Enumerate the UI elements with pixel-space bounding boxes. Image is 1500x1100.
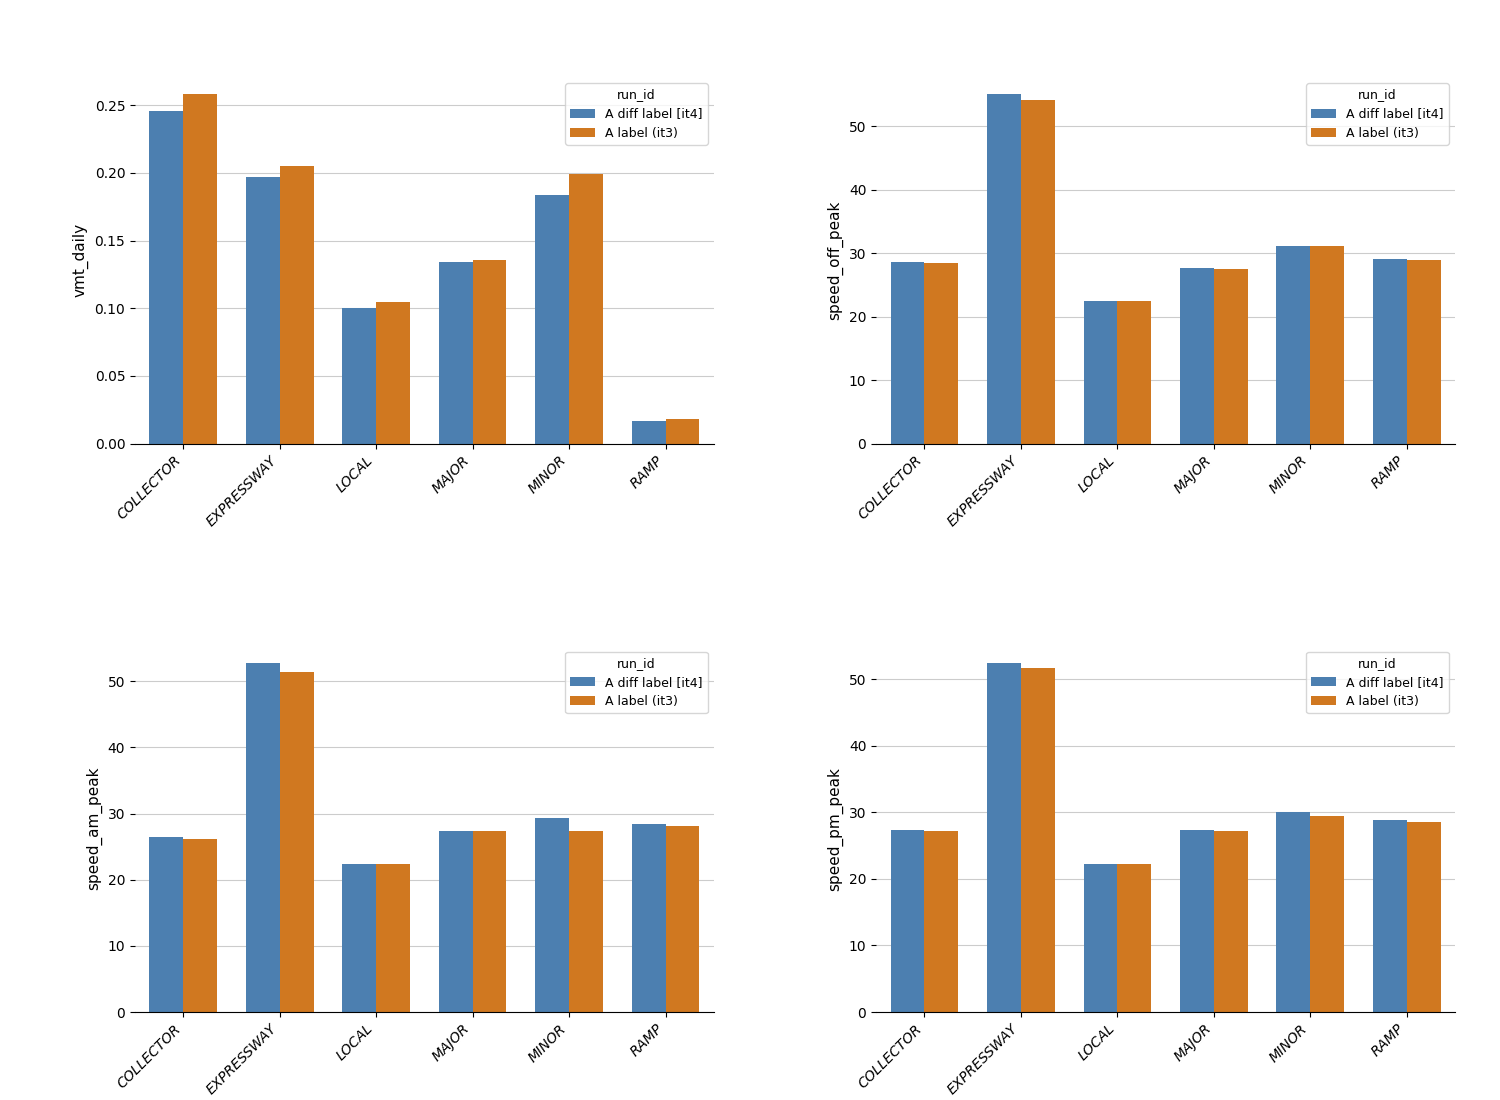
Legend: A diff label [it4], A label (it3): A diff label [it4], A label (it3) bbox=[566, 84, 708, 145]
Bar bbox=[536, 195, 568, 443]
Bar bbox=[246, 177, 279, 443]
Bar bbox=[1372, 258, 1407, 443]
Bar bbox=[987, 95, 1022, 443]
Bar bbox=[1311, 245, 1344, 443]
Bar bbox=[568, 174, 603, 443]
Bar bbox=[472, 832, 507, 1012]
Bar bbox=[666, 826, 699, 1012]
Bar bbox=[150, 837, 183, 1012]
Bar bbox=[279, 166, 314, 443]
Bar bbox=[376, 301, 410, 443]
Y-axis label: vmt_daily: vmt_daily bbox=[74, 223, 88, 297]
Y-axis label: speed_pm_peak: speed_pm_peak bbox=[827, 767, 843, 891]
Bar bbox=[440, 262, 472, 443]
Bar bbox=[987, 663, 1022, 1012]
Bar bbox=[891, 830, 924, 1012]
Bar bbox=[1214, 270, 1248, 443]
Bar bbox=[1311, 816, 1344, 1012]
Bar bbox=[472, 260, 507, 443]
Bar bbox=[536, 817, 568, 1012]
Bar bbox=[891, 262, 924, 443]
Bar bbox=[924, 832, 958, 1012]
Y-axis label: speed_am_peak: speed_am_peak bbox=[86, 767, 102, 890]
Bar bbox=[666, 419, 699, 443]
Bar bbox=[376, 864, 410, 1012]
Bar bbox=[342, 864, 376, 1012]
Bar bbox=[632, 420, 666, 443]
Bar bbox=[1180, 268, 1214, 443]
Bar bbox=[342, 308, 376, 443]
Bar bbox=[279, 672, 314, 1012]
Bar bbox=[1118, 300, 1150, 443]
Bar bbox=[1372, 820, 1407, 1012]
Bar bbox=[1083, 864, 1118, 1012]
Bar bbox=[1083, 301, 1118, 443]
Bar bbox=[183, 839, 218, 1012]
Bar bbox=[924, 263, 958, 443]
Bar bbox=[183, 95, 218, 443]
Bar bbox=[1276, 245, 1311, 443]
Bar bbox=[1407, 823, 1440, 1012]
Bar bbox=[1180, 830, 1214, 1012]
Bar bbox=[1118, 865, 1150, 1012]
Legend: A diff label [it4], A label (it3): A diff label [it4], A label (it3) bbox=[1306, 84, 1449, 145]
Bar bbox=[150, 111, 183, 443]
Legend: A diff label [it4], A label (it3): A diff label [it4], A label (it3) bbox=[566, 651, 708, 713]
Bar bbox=[1407, 260, 1440, 443]
Bar bbox=[1276, 812, 1311, 1012]
Bar bbox=[1214, 832, 1248, 1012]
Bar bbox=[632, 824, 666, 1012]
Bar bbox=[1022, 99, 1054, 443]
Bar bbox=[1022, 668, 1054, 1012]
Bar bbox=[568, 832, 603, 1012]
Bar bbox=[440, 832, 472, 1012]
Legend: A diff label [it4], A label (it3): A diff label [it4], A label (it3) bbox=[1306, 651, 1449, 713]
Y-axis label: speed_off_peak: speed_off_peak bbox=[827, 200, 843, 320]
Bar bbox=[246, 663, 279, 1012]
